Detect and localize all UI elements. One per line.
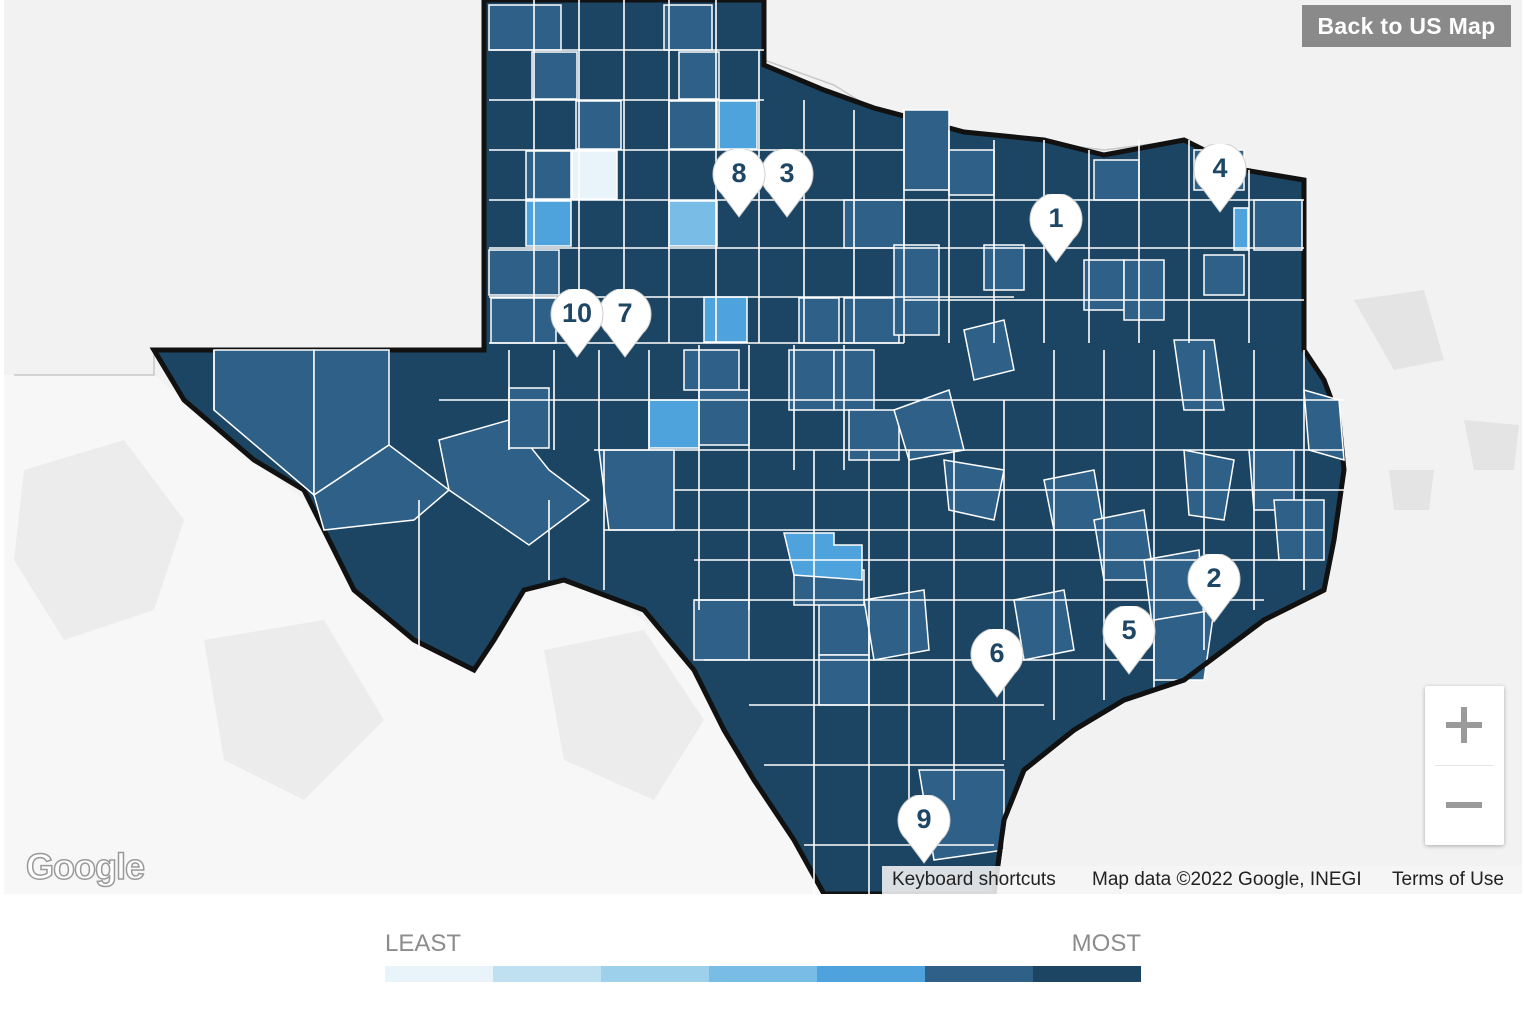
map-marker-6[interactable]: 6 <box>969 629 1025 699</box>
map-pin-icon <box>970 629 1024 698</box>
legend-step-3 <box>601 966 709 982</box>
terms-of-use-link[interactable]: Terms of Use <box>1382 866 1522 894</box>
map-pin-icon <box>1102 606 1156 675</box>
map-data-attribution: Map data ©2022 Google, INEGI <box>1082 866 1382 894</box>
map-marker-4[interactable]: 4 <box>1192 144 1248 214</box>
map-marker-10[interactable]: 10 <box>549 289 605 359</box>
map-pin-icon <box>550 289 604 358</box>
legend-least-label: LEAST <box>385 930 462 957</box>
map-marker-2[interactable]: 2 <box>1186 554 1242 624</box>
zoom-out-button[interactable] <box>1425 766 1504 845</box>
map-area[interactable]: 1 2 3 4 5 6 7 8 9 10 <box>4 0 1522 894</box>
map-canvas[interactable] <box>4 0 1522 894</box>
keyboard-shortcuts-link[interactable]: Keyboard shortcuts <box>882 866 1082 894</box>
marker-label: 10 <box>561 298 593 328</box>
legend-step-4 <box>709 966 817 982</box>
legend-step-6 <box>925 966 1033 982</box>
marker-label: 6 <box>989 638 1005 668</box>
legend-step-5 <box>817 966 925 982</box>
marker-label: 4 <box>1212 153 1228 183</box>
coastline <box>991 587 1326 894</box>
county-regions-medium <box>213 4 1345 861</box>
zoom-control <box>1425 686 1504 845</box>
google-logo: Google <box>25 845 146 888</box>
legend-most-label: MOST <box>1071 930 1141 957</box>
zoom-in-button[interactable] <box>1425 686 1504 765</box>
map-marker-8[interactable]: 8 <box>711 149 767 219</box>
back-to-us-map-button[interactable]: Back to US Map <box>1302 5 1511 47</box>
terrain-shade <box>1354 290 1519 510</box>
legend-step-7 <box>1033 966 1141 982</box>
marker-label: 3 <box>779 158 795 188</box>
map-marker-7[interactable]: 7 <box>597 289 653 359</box>
legend-step-1 <box>385 966 493 982</box>
map-pin-icon <box>1193 144 1247 213</box>
terrain-shade <box>14 440 704 800</box>
map-pin-icon <box>1029 194 1083 263</box>
minus-icon <box>1446 802 1482 808</box>
map-marker-1[interactable]: 1 <box>1028 194 1084 264</box>
map-pin-icon <box>897 795 951 864</box>
map-marker-5[interactable]: 5 <box>1101 606 1157 676</box>
map-marker-3[interactable]: 3 <box>759 149 815 219</box>
map-pin-icon <box>712 149 766 218</box>
map-marker-9[interactable]: 9 <box>896 795 952 865</box>
marker-label: 2 <box>1206 563 1222 593</box>
plus-icon <box>1446 707 1482 743</box>
marker-label: 1 <box>1048 203 1064 233</box>
map-pin-icon <box>1187 554 1241 623</box>
marker-label: 5 <box>1121 615 1137 645</box>
legend-color-scale <box>385 966 1141 982</box>
zoom-divider <box>1435 765 1494 766</box>
marker-label: 7 <box>617 298 633 328</box>
marker-label: 9 <box>916 804 932 834</box>
marker-label: 8 <box>731 158 747 188</box>
legend-step-2 <box>493 966 601 982</box>
